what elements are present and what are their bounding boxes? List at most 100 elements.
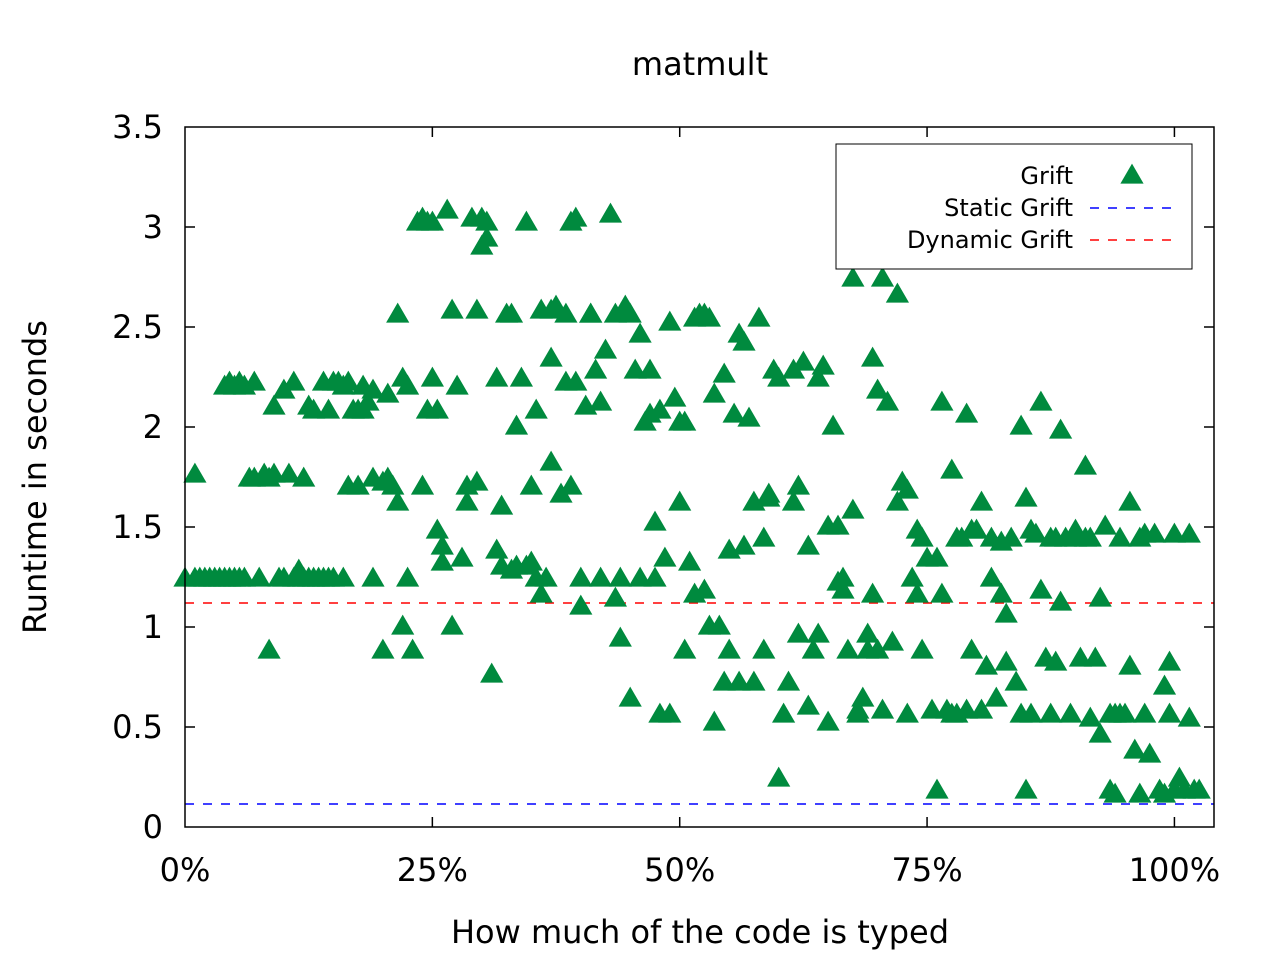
y-tick-label: 0 xyxy=(143,808,163,846)
data-point xyxy=(1073,454,1097,475)
data-point xyxy=(806,366,830,387)
data-point xyxy=(1049,418,1073,439)
data-point xyxy=(925,546,949,567)
data-point xyxy=(796,534,820,555)
data-point xyxy=(593,338,618,359)
data-point xyxy=(826,514,850,535)
data-point xyxy=(895,702,919,723)
data-point xyxy=(316,398,341,419)
data-point xyxy=(668,490,692,511)
data-point xyxy=(964,518,989,539)
data-point xyxy=(242,370,266,391)
data-point xyxy=(841,498,865,519)
data-point xyxy=(806,622,830,643)
x-axis-label: How much of the code is typed xyxy=(451,913,949,951)
data-point xyxy=(569,566,593,587)
data-point xyxy=(786,474,810,495)
data-point xyxy=(356,390,380,411)
data-point xyxy=(722,402,746,423)
data-point xyxy=(999,526,1023,547)
data-point xyxy=(925,778,949,799)
data-point xyxy=(465,470,489,491)
data-point xyxy=(589,566,613,587)
data-point xyxy=(559,474,583,495)
data-point xyxy=(499,302,524,323)
data-point xyxy=(1049,590,1073,611)
data-point xyxy=(742,670,766,691)
y-axis-label: Runtime in seconds xyxy=(16,320,54,634)
data-point xyxy=(410,474,435,495)
data-point xyxy=(1113,702,1137,723)
data-point xyxy=(1157,702,1182,723)
data-point xyxy=(851,686,875,707)
data-points xyxy=(173,198,1211,803)
data-point xyxy=(960,638,984,659)
data-point xyxy=(480,662,504,683)
data-point xyxy=(1123,738,1147,759)
y-tick-label: 2 xyxy=(143,408,163,446)
y-tick-label: 1.5 xyxy=(112,508,163,546)
x-tick-label: 25% xyxy=(397,851,468,889)
data-point xyxy=(638,358,662,379)
data-point xyxy=(786,622,810,643)
legend-label-grift: Grift xyxy=(1020,162,1073,190)
data-point xyxy=(1118,490,1142,511)
y-tick-label: 1 xyxy=(143,608,163,646)
data-point xyxy=(1014,778,1038,799)
data-point xyxy=(969,490,994,511)
data-point xyxy=(628,322,652,343)
data-point xyxy=(870,698,895,719)
data-point xyxy=(361,566,385,587)
data-point xyxy=(1138,742,1162,763)
data-point xyxy=(440,298,464,319)
data-point xyxy=(673,638,697,659)
plot-frame xyxy=(184,126,1215,828)
data-point xyxy=(440,614,464,635)
data-point xyxy=(752,638,776,659)
data-point xyxy=(955,402,979,423)
data-point xyxy=(791,350,815,371)
data-point xyxy=(584,358,608,379)
data-point xyxy=(564,206,588,227)
data-point xyxy=(870,266,895,287)
data-point xyxy=(712,670,736,691)
data-point xyxy=(386,302,410,323)
data-point xyxy=(752,526,776,547)
data-point xyxy=(955,698,979,719)
data-point xyxy=(836,638,860,659)
data-point xyxy=(875,390,900,411)
data-point xyxy=(331,566,355,587)
data-point xyxy=(1014,486,1038,507)
data-point xyxy=(1088,586,1112,607)
data-point xyxy=(529,582,553,603)
data-point xyxy=(880,630,904,651)
data-point xyxy=(846,702,870,723)
data-point xyxy=(732,330,756,351)
data-point xyxy=(623,358,647,379)
data-point xyxy=(885,282,909,303)
data-point xyxy=(430,534,454,555)
data-point xyxy=(514,210,538,231)
data-point xyxy=(524,398,548,419)
data-point xyxy=(866,378,890,399)
data-point xyxy=(628,566,652,587)
data-point xyxy=(831,578,855,599)
data-point xyxy=(930,582,954,603)
data-point xyxy=(1004,670,1028,691)
data-point xyxy=(1078,706,1102,727)
data-point xyxy=(346,474,370,495)
data-point xyxy=(450,546,474,567)
data-point xyxy=(861,346,885,367)
data-point xyxy=(608,626,632,647)
data-point xyxy=(509,366,533,387)
data-point xyxy=(895,478,919,499)
y-tick-label: 3 xyxy=(143,208,163,246)
data-point xyxy=(885,490,909,511)
legend: Grift Static Grift Dynamic Grift xyxy=(835,143,1193,270)
data-point xyxy=(420,210,444,231)
data-point xyxy=(776,670,801,691)
data-point xyxy=(811,354,835,375)
data-point xyxy=(940,458,964,479)
data-point xyxy=(767,366,791,387)
